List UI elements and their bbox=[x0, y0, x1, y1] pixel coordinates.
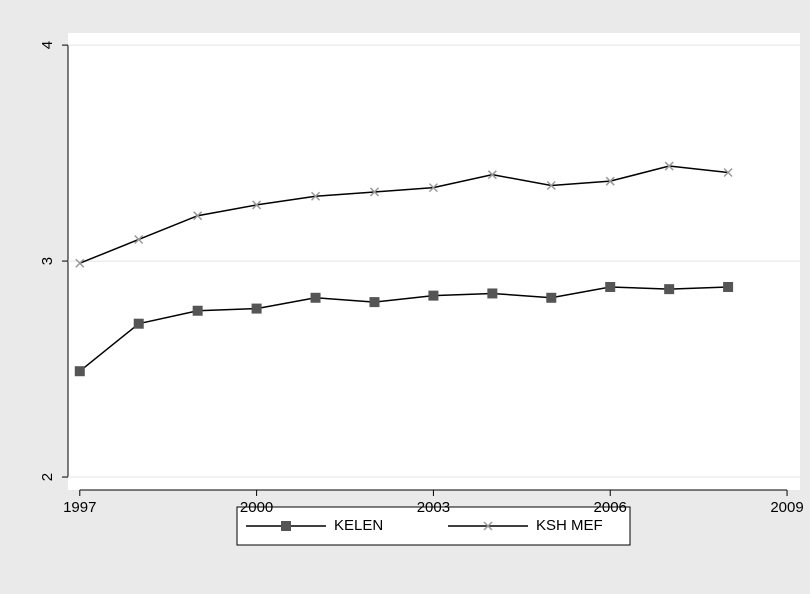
marker bbox=[483, 521, 493, 531]
marker bbox=[281, 521, 291, 531]
y-tick-label: 4 bbox=[39, 41, 56, 49]
series-line bbox=[79, 286, 729, 372]
marker bbox=[428, 290, 439, 301]
legend-label: KSH MEF bbox=[536, 517, 603, 534]
x-tick-label: 1997 bbox=[63, 499, 96, 516]
marker bbox=[487, 288, 498, 299]
marker bbox=[74, 366, 85, 377]
marker bbox=[310, 292, 321, 303]
marker bbox=[664, 284, 675, 295]
marker bbox=[192, 305, 203, 316]
marker bbox=[664, 161, 674, 171]
y-tick-label: 2 bbox=[39, 473, 56, 481]
marker bbox=[75, 258, 85, 268]
marker bbox=[546, 180, 556, 191]
y-tick-label: 3 bbox=[39, 257, 56, 265]
marker bbox=[605, 176, 615, 186]
marker bbox=[428, 183, 438, 193]
x-tick-label: 2009 bbox=[770, 499, 803, 516]
marker bbox=[487, 170, 497, 180]
x-tick-label: 2003 bbox=[417, 499, 450, 516]
marker bbox=[311, 191, 321, 201]
marker bbox=[369, 187, 380, 197]
marker bbox=[133, 318, 144, 329]
x-tick-label: 2000 bbox=[240, 499, 273, 516]
marker bbox=[193, 211, 203, 221]
marker bbox=[605, 281, 616, 292]
marker bbox=[723, 167, 733, 178]
series-line bbox=[79, 165, 729, 264]
legend-label: KELEN bbox=[334, 517, 383, 534]
marker bbox=[723, 281, 734, 292]
marker bbox=[546, 292, 557, 303]
x-tick-label: 2006 bbox=[594, 499, 627, 516]
marker bbox=[369, 297, 380, 308]
marker bbox=[134, 234, 144, 245]
marker bbox=[252, 200, 262, 210]
marker bbox=[251, 303, 262, 314]
